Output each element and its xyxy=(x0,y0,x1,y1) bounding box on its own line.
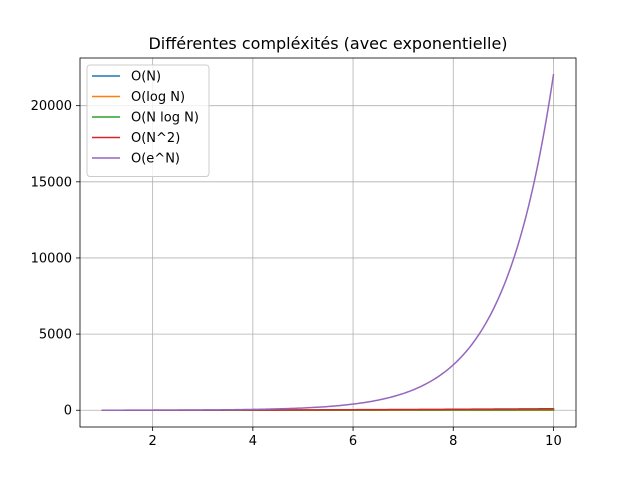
y-tick-label: 5000 xyxy=(39,328,72,343)
legend-label: O(log N) xyxy=(131,90,185,105)
series-line-5 xyxy=(101,73,555,411)
legend-label: O(N^2) xyxy=(131,131,180,146)
x-tick-label: 8 xyxy=(449,434,457,449)
x-tick-label: 10 xyxy=(545,434,562,449)
y-tick-label: 15000 xyxy=(31,175,72,190)
x-tick-label: 6 xyxy=(349,434,357,449)
axes-frame xyxy=(79,57,577,428)
legend-label: O(N log N) xyxy=(131,111,199,126)
legend: O(N) O(log N) O(N log N) O(N^2) O(e^N) xyxy=(86,64,210,177)
y-tick-label: 10000 xyxy=(31,251,72,266)
chart-title: Différentes compléxités (avec exponentie… xyxy=(148,34,507,53)
legend-label: O(e^N) xyxy=(131,152,180,167)
legend-box xyxy=(86,64,210,177)
legend-label: O(N) xyxy=(131,70,161,85)
series-lines xyxy=(101,73,555,411)
x-tick-label: 4 xyxy=(249,434,257,449)
x-tick-label: 2 xyxy=(149,434,157,449)
axis-ticks: 2 4 6 8 10 0 5000 10000 15000 20000 xyxy=(31,99,562,449)
y-tick-label: 0 xyxy=(64,404,72,419)
y-tick-label: 20000 xyxy=(31,99,72,114)
